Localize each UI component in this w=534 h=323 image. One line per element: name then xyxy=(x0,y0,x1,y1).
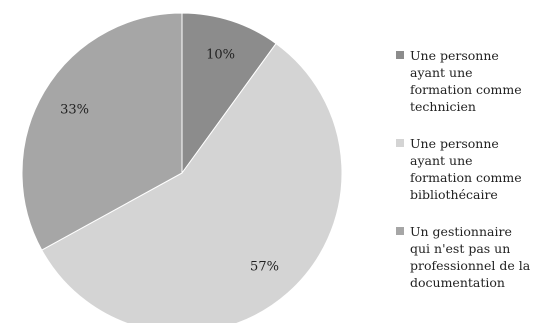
pie-slice-2 xyxy=(21,12,183,251)
slice-value-label-0: 10% xyxy=(206,47,235,62)
legend-swatch xyxy=(396,227,404,235)
pie-slice-0 xyxy=(181,12,277,175)
slice-value-label-2: 33% xyxy=(60,103,89,118)
legend-item-bibliothecaire: Une personne ayant une formation comme b… xyxy=(396,135,534,203)
legend-item-gestionnaire: Un gestionnaire qui n'est pas un profess… xyxy=(396,223,534,291)
pie-slice-1 xyxy=(41,42,343,323)
chart-legend: Une personne ayant une formation comme t… xyxy=(396,47,534,291)
legend-label: Une personne ayant une formation comme t… xyxy=(410,48,522,114)
legend-swatch xyxy=(396,139,404,147)
legend-swatch xyxy=(396,51,404,59)
legend-label: Une personne ayant une formation comme b… xyxy=(410,136,522,202)
legend-label: Un gestionnaire qui n'est pas un profess… xyxy=(410,224,531,290)
legend-item-technicien: Une personne ayant une formation comme t… xyxy=(396,47,534,115)
slice-value-label-1: 57% xyxy=(250,260,279,275)
